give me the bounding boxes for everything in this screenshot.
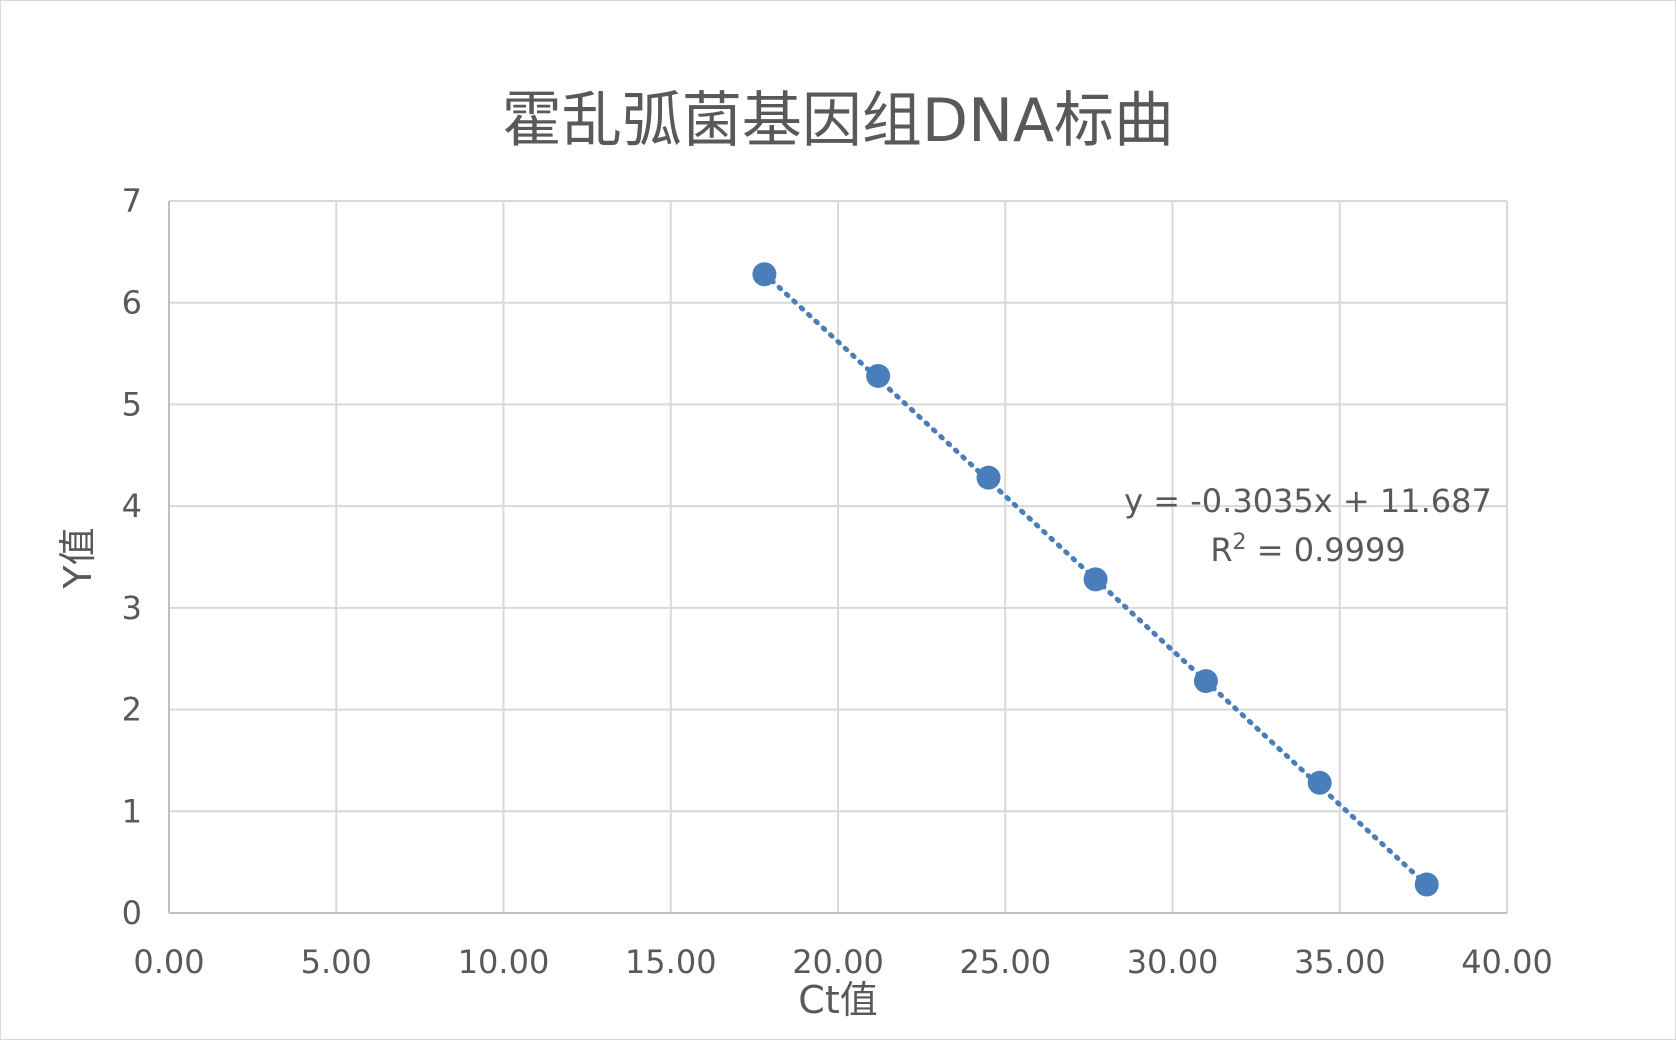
x-tick-label: 15.00 (625, 943, 717, 981)
y-tick-label: 6 (122, 284, 142, 322)
y-tick-label: 7 (122, 182, 142, 220)
x-tick-labels: 0.00 5.00 10.00 15.00 20.00 25.00 30.00 35.00 40… (133, 943, 1552, 981)
r-squared-superscript: 2 (1233, 530, 1247, 555)
x-tick-label: 5.00 (301, 943, 372, 981)
data-point (866, 363, 891, 388)
x-tick-label: 30.00 (1127, 943, 1219, 981)
y-tick-label: 0 (122, 894, 142, 932)
y-tick-label: 5 (122, 385, 142, 423)
x-tick-label: 0.00 (133, 943, 204, 981)
y-tick-label: 2 (122, 691, 142, 729)
r-squared-value: = 0.9999 (1247, 531, 1406, 569)
data-point (1083, 567, 1108, 592)
x-axis-title: Ct值 (798, 978, 877, 1022)
trendline-equation: y = -0.3035x + 11.687 (1124, 482, 1492, 520)
r-squared-label: R2 = 0.9999 (1210, 530, 1405, 569)
data-points (752, 262, 1439, 897)
y-axis-title: Y值 (56, 527, 100, 589)
x-tick-label: 20.00 (792, 943, 884, 981)
x-tick-label: 25.00 (959, 943, 1051, 981)
data-point (1193, 669, 1218, 694)
x-tick-label: 40.00 (1461, 943, 1553, 981)
y-tick-label: 1 (122, 792, 142, 830)
data-point (1307, 770, 1332, 795)
y-tick-label: 3 (122, 589, 142, 627)
data-point (752, 262, 777, 287)
y-tick-label: 4 (122, 487, 142, 525)
axes (168, 201, 1507, 914)
gridlines (169, 200, 1508, 913)
y-tick-labels: 0 1 2 3 4 5 6 7 (122, 182, 142, 932)
data-point (1414, 872, 1439, 897)
chart-title: 霍乱弧菌基因组DNA标曲 (502, 86, 1174, 156)
data-point (976, 465, 1001, 490)
x-tick-label: 10.00 (458, 943, 550, 981)
r-squared-prefix: R (1210, 531, 1232, 569)
x-tick-label: 35.00 (1294, 943, 1386, 981)
